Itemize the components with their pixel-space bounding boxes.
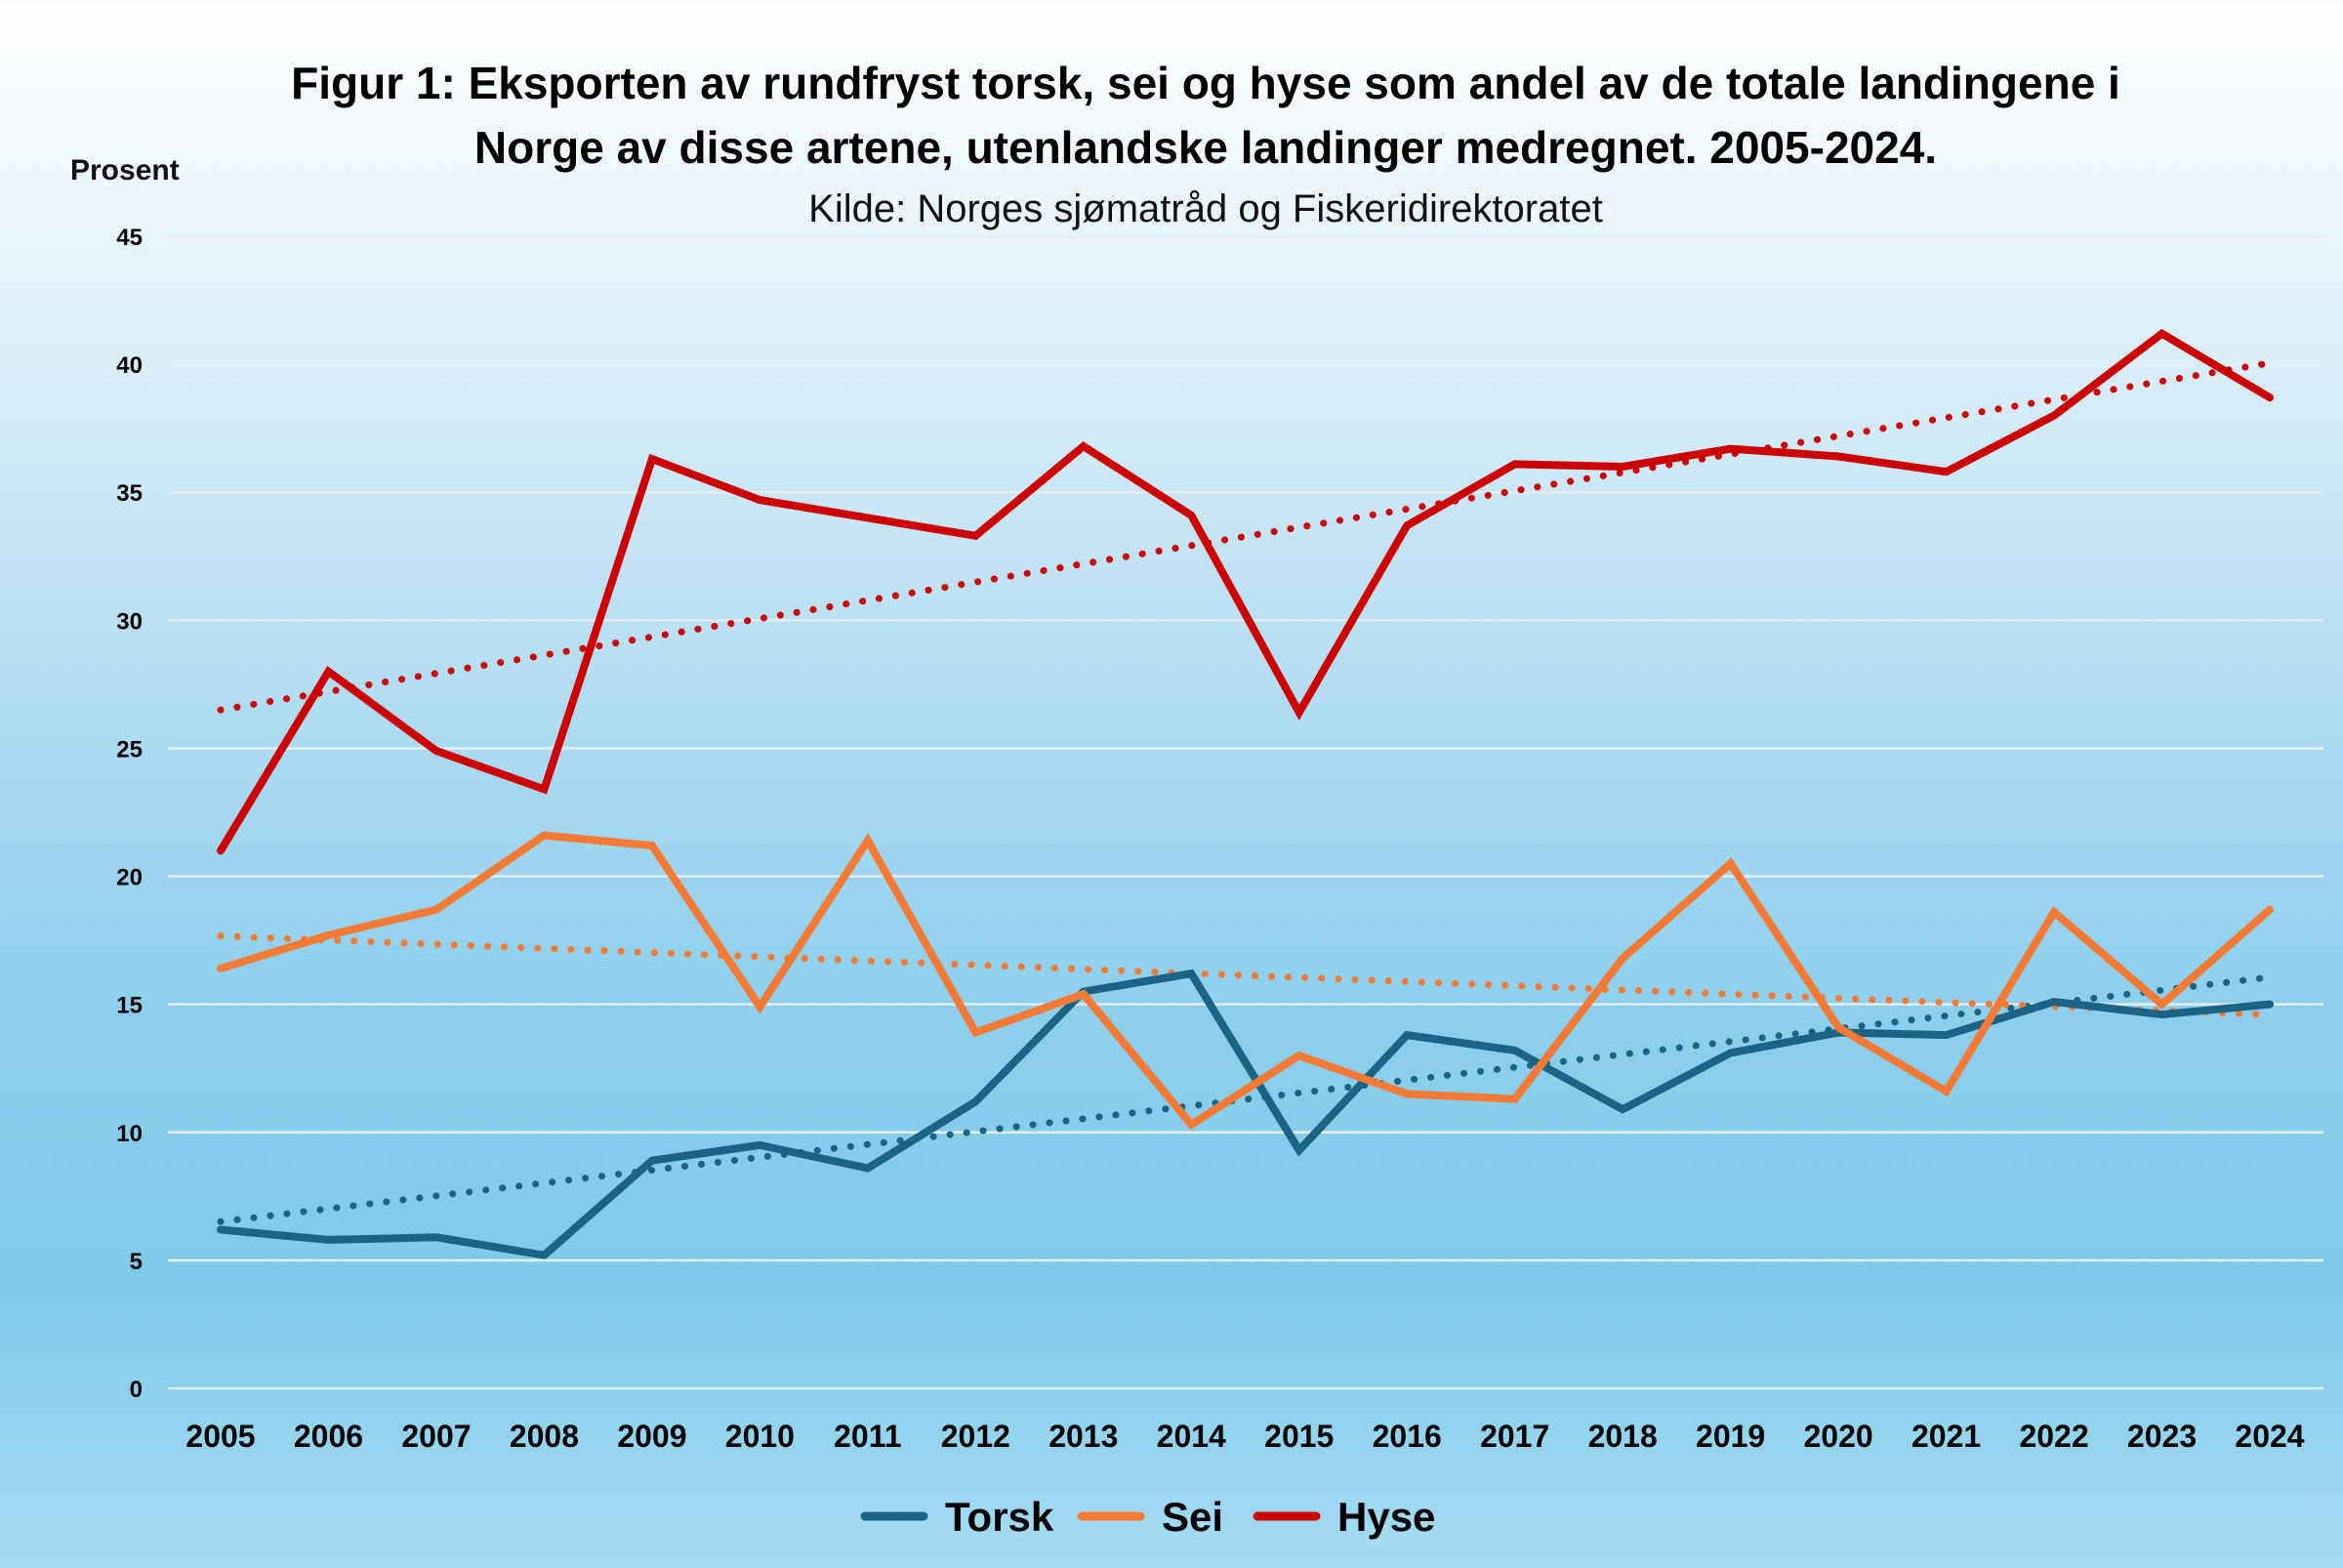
y-tick-label: 15 <box>116 993 143 1019</box>
gridlines <box>168 234 2323 1390</box>
y-tick-label: 5 <box>130 1249 143 1275</box>
trendline-hyse <box>217 359 2274 714</box>
x-tick-label: 2005 <box>185 1419 255 1454</box>
chart-title-line2: Norge av disse artene, utenlandske landi… <box>473 122 1938 173</box>
x-tick-label: 2018 <box>1588 1419 1658 1454</box>
series-line-sei <box>217 831 2274 1131</box>
x-tick-label: 2006 <box>294 1419 363 1454</box>
x-tick-label: 2014 <box>1157 1419 1226 1454</box>
x-tick-label: 2016 <box>1373 1419 1442 1454</box>
x-tick-label: 2020 <box>1804 1419 1873 1454</box>
x-tick-label: 2021 <box>1911 1419 1981 1454</box>
x-tick-label: 2023 <box>2127 1419 2197 1454</box>
chart-subtitle: Kilde: Norges sjømatråd og Fiskeridirekt… <box>808 187 1603 230</box>
y-axis-ticks: 0 5 10 15 20 25 30 35 40 45 <box>116 225 143 1403</box>
x-tick-label: 2015 <box>1264 1419 1334 1454</box>
x-axis-ticks: 2005 2006 2007 2008 2009 2010 2011 2012 2013 2014… <box>185 1419 2304 1454</box>
y-tick-label: 30 <box>116 608 143 635</box>
legend-label-torsk: Torsk <box>945 1494 1054 1540</box>
x-tick-label: 2024 <box>2235 1419 2304 1454</box>
x-tick-label: 2022 <box>2019 1419 2088 1454</box>
y-tick-label: 25 <box>116 736 143 763</box>
y-tick-label: 20 <box>116 865 143 891</box>
y-tick-label: 0 <box>130 1377 143 1403</box>
y-axis-label: Prosent <box>70 154 180 186</box>
series-line-torsk <box>217 969 2274 1259</box>
legend: Torsk Sei Hyse <box>860 1494 1435 1540</box>
legend-label-hyse: Hyse <box>1337 1494 1435 1540</box>
series-line-hyse <box>217 328 2274 855</box>
x-tick-label: 2007 <box>401 1419 471 1454</box>
chart-title-line1: Figur 1: Eksporten av rundfryst torsk, s… <box>291 58 2120 108</box>
x-tick-label: 2019 <box>1696 1419 1765 1454</box>
series-lines <box>217 328 2274 1259</box>
x-tick-label: 2009 <box>617 1419 686 1454</box>
trendline-torsk <box>217 973 2274 1225</box>
y-tick-label: 40 <box>116 352 143 379</box>
x-tick-label: 2008 <box>510 1419 579 1454</box>
x-tick-label: 2017 <box>1480 1419 1549 1454</box>
trendlines <box>217 359 2274 1225</box>
x-tick-label: 2010 <box>725 1419 795 1454</box>
legend-label-sei: Sei <box>1162 1494 1223 1540</box>
y-tick-label: 35 <box>116 480 143 507</box>
y-tick-label: 45 <box>116 225 143 251</box>
x-tick-label: 2011 <box>834 1419 901 1454</box>
trendline-sei <box>217 932 2274 1018</box>
x-tick-label: 2013 <box>1048 1419 1118 1454</box>
x-tick-label: 2012 <box>941 1419 1010 1454</box>
y-tick-label: 10 <box>116 1121 143 1147</box>
